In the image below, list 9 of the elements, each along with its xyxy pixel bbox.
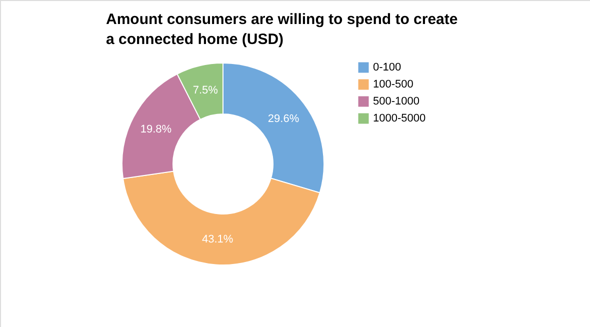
legend-label: 0-100 [373,62,402,74]
chart-title: Amount consumers are willing to spend to create a connected home (USD) [106,11,458,48]
data-label: 29.6% [268,112,300,125]
legend-label: 500-1000 [373,96,420,108]
legend-label: 100-500 [373,78,414,90]
legend-label: 1000-5000 [373,112,426,124]
data-label: 19.8% [140,123,172,136]
data-label: 43.1% [202,233,234,246]
data-label: 7.5% [192,84,218,97]
